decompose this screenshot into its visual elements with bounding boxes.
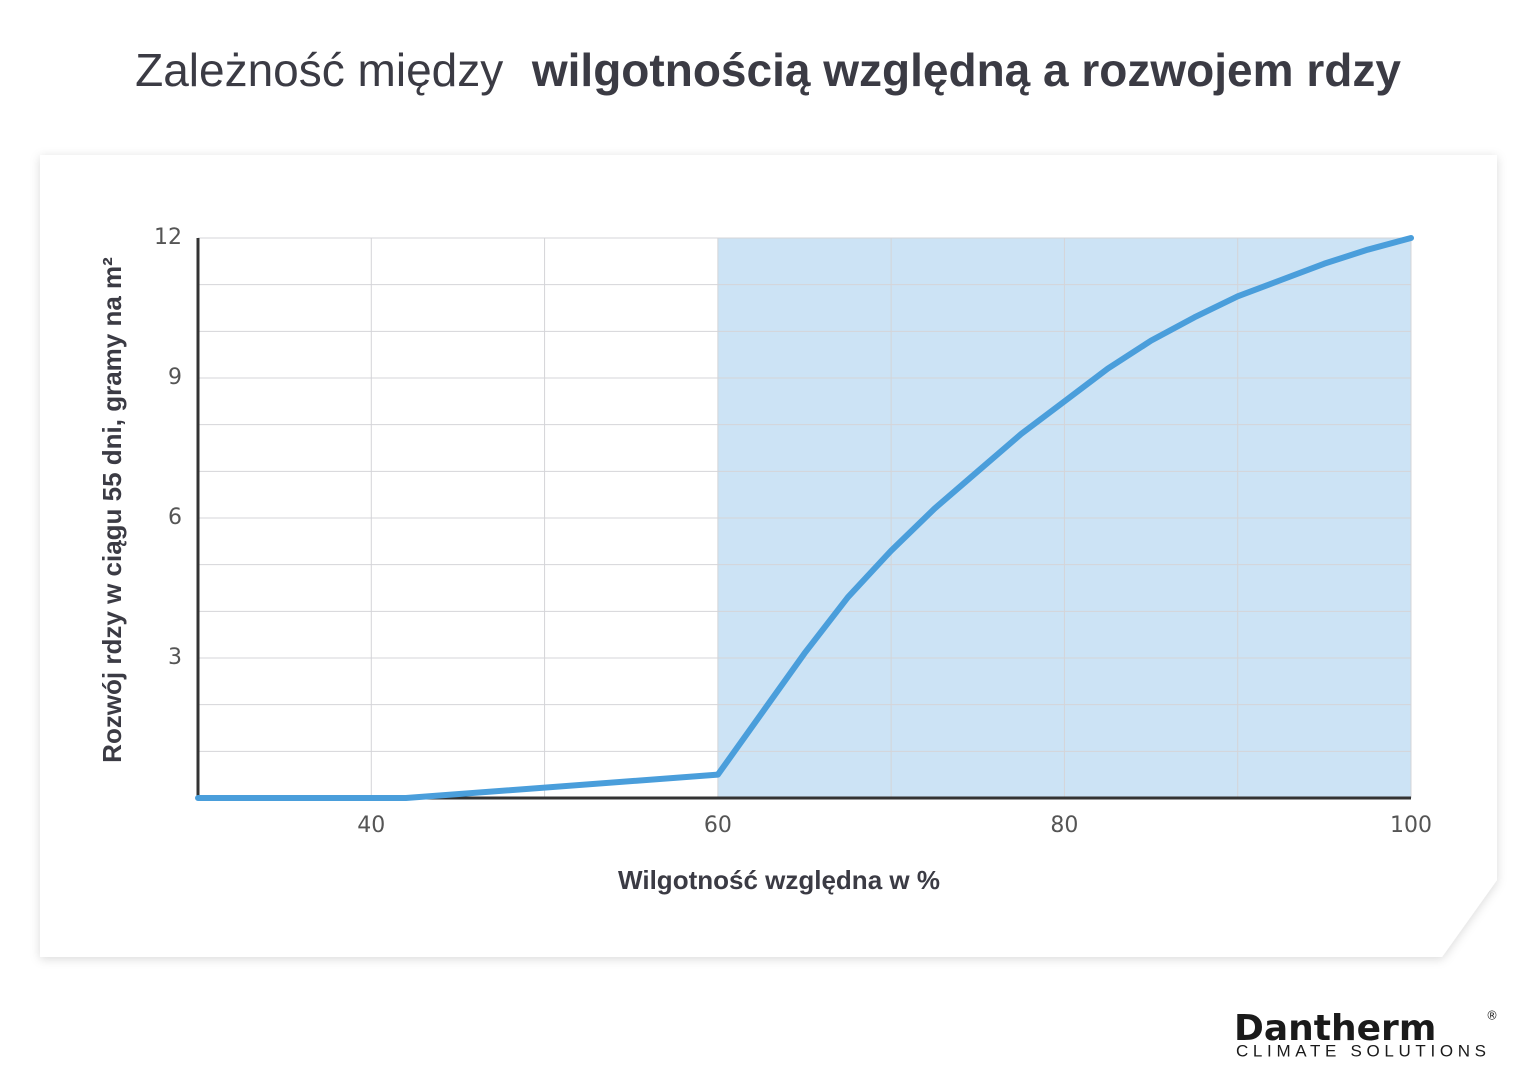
title-bold: wilgotnością względną a rozwojem rdzy	[531, 44, 1401, 96]
logo-mark: ®	[1486, 1009, 1498, 1023]
x-tick-label: 40	[357, 813, 385, 838]
title-light: Zależność między	[135, 44, 503, 96]
x-tick-label: 100	[1390, 813, 1432, 838]
x-tick-label: 60	[704, 813, 732, 838]
y-tick-label: 6	[168, 505, 182, 530]
data-line	[195, 235, 1414, 801]
chart-title: Zależność między wilgotnością względną a…	[135, 44, 1401, 98]
y-axis-label: Rozwój rdzy w ciągu 55 dni, gramy na m²	[97, 257, 127, 763]
logo-tagline: CLIMATE SOLUTIONS	[1236, 1041, 1486, 1060]
x-axis-label: Wilgotność względna w %	[618, 865, 940, 895]
y-tick-label: 3	[168, 645, 182, 670]
plot-area: 3 6 9 12 40 60 80 100	[154, 225, 1432, 838]
logo-name: Dantherm	[1234, 1008, 1436, 1049]
y-tick-label: 9	[168, 365, 182, 390]
x-tick-label: 80	[1050, 813, 1078, 838]
y-tick-label: 12	[154, 225, 182, 250]
